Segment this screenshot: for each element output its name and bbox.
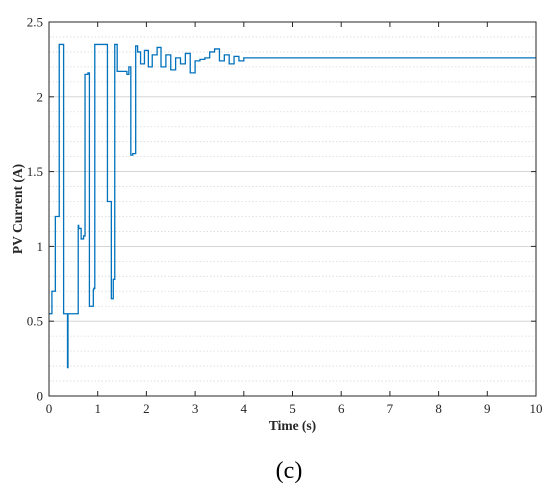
- x-axis-title: Time (s): [269, 418, 316, 433]
- x-tick-label: 4: [241, 401, 248, 416]
- y-axis-title: PV Current (A): [10, 164, 25, 254]
- x-axis: 0 1 2 3 4 5 6 7 8 9 10: [46, 22, 543, 416]
- x-tick-label: 6: [338, 401, 345, 416]
- x-tick-label: 7: [387, 401, 394, 416]
- series-line-pv-current: [49, 43, 536, 369]
- x-tick-label: 9: [484, 401, 491, 416]
- plot-background: [49, 22, 536, 396]
- x-tick-label: 2: [143, 401, 150, 416]
- panel-label: (c): [276, 458, 303, 484]
- y-tick-label: 0.5: [27, 314, 43, 329]
- data-layer: [49, 43, 536, 369]
- x-tick-label: 3: [192, 401, 199, 416]
- x-tick-label: 10: [530, 401, 543, 416]
- y-axis: 0 0.5 1 1.5 2 2.5: [27, 15, 536, 404]
- grid-lines: [49, 36, 536, 382]
- x-tick-label: 5: [289, 401, 296, 416]
- y-tick-label: 0: [37, 389, 44, 404]
- y-tick-label: 1: [37, 239, 44, 254]
- x-tick-label: 1: [94, 401, 101, 416]
- y-tick-label: 2: [37, 89, 44, 104]
- x-tick-label: 8: [435, 401, 442, 416]
- x-tick-label: 0: [46, 401, 53, 416]
- y-tick-label: 2.5: [27, 15, 43, 30]
- y-tick-label: 1.5: [27, 164, 43, 179]
